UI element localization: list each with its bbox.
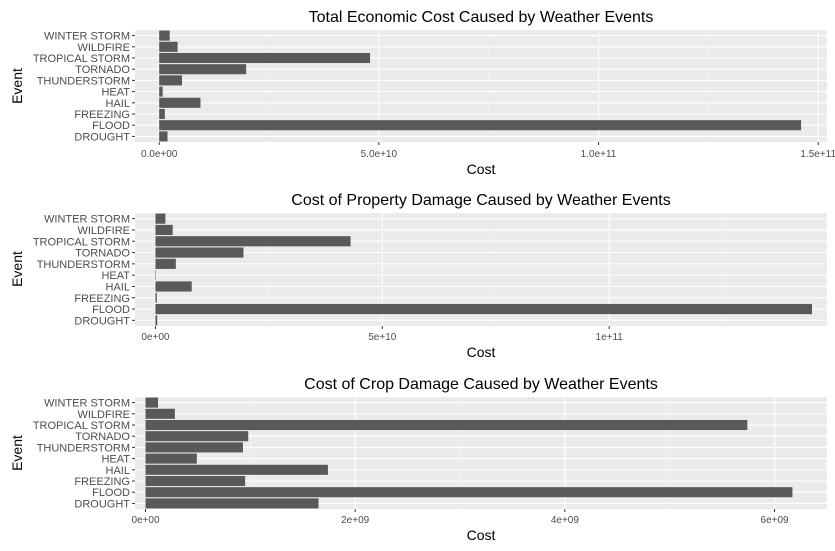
y-tick-label: HAIL bbox=[106, 465, 130, 477]
y-tick-label: WINTER STORM bbox=[44, 31, 130, 43]
bar-hail bbox=[159, 97, 201, 108]
y-tick-label: WINTER STORM bbox=[44, 398, 130, 410]
y-tick-label: THUNDERSTORM bbox=[37, 75, 130, 87]
x-tick-label: 5e+10 bbox=[368, 332, 397, 343]
x-tick-label: 1.5e+11 bbox=[800, 149, 835, 160]
y-tick-label: WILDFIRE bbox=[77, 42, 130, 54]
bar-flood bbox=[159, 120, 802, 131]
bar-freezing bbox=[159, 108, 165, 120]
x-tick-label: 4e+09 bbox=[551, 515, 580, 526]
y-tick-label: HEAT bbox=[101, 87, 130, 99]
y-tick-label: FLOOD bbox=[92, 120, 130, 132]
bar-tornado bbox=[159, 64, 247, 75]
bar-heat bbox=[159, 86, 163, 97]
y-tick-label: TORNADO bbox=[75, 248, 130, 260]
y-tick-label: TROPICAL STORM bbox=[33, 53, 130, 65]
y-tick-label: DROUGHT bbox=[74, 131, 130, 143]
bar-freezing bbox=[145, 475, 246, 487]
y-tick-label: WILDFIRE bbox=[77, 225, 130, 237]
bar-winter-storm bbox=[159, 30, 170, 41]
chart-panel-3: DROUGHTFLOODFREEZINGHAILHEATTHUNDERSTORM… bbox=[9, 376, 827, 543]
y-tick-label: WILDFIRE bbox=[77, 409, 130, 421]
y-tick-label: HEAT bbox=[101, 454, 130, 466]
chart-panel-1: DROUGHTFLOODFREEZINGHAILHEATTHUNDERSTORM… bbox=[9, 9, 835, 177]
bar-tropical-storm bbox=[145, 419, 748, 431]
y-tick-label: DROUGHT bbox=[74, 315, 130, 327]
bar-tropical-storm bbox=[159, 52, 371, 64]
y-tick-label: WINTER STORM bbox=[44, 214, 130, 226]
y-tick-label: FREEZING bbox=[74, 293, 130, 305]
y-tick-label: THUNDERSTORM bbox=[37, 442, 130, 454]
x-axis-label: Cost bbox=[467, 344, 496, 360]
y-tick-label: TORNADO bbox=[75, 64, 130, 76]
y-tick-label: TORNADO bbox=[75, 431, 130, 443]
y-tick-label: FLOOD bbox=[92, 304, 130, 316]
bar-flood bbox=[155, 303, 813, 315]
bar-drought bbox=[159, 131, 168, 142]
bar-thunderstorm bbox=[155, 258, 176, 269]
y-tick-label: HEAT bbox=[101, 270, 130, 282]
x-axis-label: Cost bbox=[467, 161, 496, 177]
bar-tornado bbox=[145, 431, 249, 442]
y-axis-label: Event bbox=[9, 68, 25, 104]
bar-thunderstorm bbox=[159, 75, 183, 86]
bar-winter-storm bbox=[155, 213, 166, 224]
x-tick-label: 1.0e+11 bbox=[581, 149, 617, 160]
bar-heat bbox=[155, 270, 156, 281]
bar-heat bbox=[145, 453, 197, 464]
bar-hail bbox=[145, 464, 328, 475]
chart-title: Cost of Property Damage Caused by Weathe… bbox=[291, 192, 670, 209]
bar-tornado bbox=[155, 247, 244, 258]
x-tick-label: 5.0e+10 bbox=[361, 149, 398, 160]
y-tick-label: HAIL bbox=[106, 98, 130, 110]
bar-flood bbox=[145, 487, 793, 498]
y-axis-label: Event bbox=[9, 435, 25, 471]
bar-thunderstorm bbox=[145, 442, 243, 453]
x-tick-label: 0.0e+00 bbox=[141, 149, 178, 160]
y-axis-label: Event bbox=[9, 251, 25, 287]
x-tick-label: 1e+11 bbox=[596, 332, 624, 343]
chart-title: Total Economic Cost Caused by Weather Ev… bbox=[309, 9, 654, 26]
y-tick-label: TROPICAL STORM bbox=[33, 236, 130, 248]
bar-wildfire bbox=[155, 224, 173, 236]
bar-drought bbox=[155, 315, 158, 326]
y-tick-label: HAIL bbox=[106, 281, 130, 293]
bar-tropical-storm bbox=[155, 236, 351, 247]
x-tick-label: 0e+00 bbox=[141, 332, 170, 343]
bar-drought bbox=[145, 498, 319, 509]
y-tick-label: FREEZING bbox=[74, 109, 130, 121]
y-tick-label: THUNDERSTORM bbox=[37, 259, 130, 271]
bar-wildfire bbox=[145, 408, 175, 419]
x-tick-label: 0e+00 bbox=[131, 515, 160, 526]
bar-freezing bbox=[155, 292, 157, 303]
y-tick-label: TROPICAL STORM bbox=[33, 420, 130, 432]
chart-title: Cost of Crop Damage Caused by Weather Ev… bbox=[304, 376, 658, 393]
x-tick-label: 6e+09 bbox=[761, 515, 790, 526]
x-axis-label: Cost bbox=[467, 527, 496, 543]
y-tick-label: DROUGHT bbox=[74, 498, 130, 510]
y-tick-label: FLOOD bbox=[92, 487, 130, 499]
x-tick-label: 2e+09 bbox=[341, 515, 370, 526]
bar-wildfire bbox=[159, 41, 178, 52]
bar-hail bbox=[155, 281, 192, 292]
bar-winter-storm bbox=[145, 397, 159, 408]
chart-panel-2: DROUGHTFLOODFREEZINGHAILHEATTHUNDERSTORM… bbox=[9, 192, 827, 360]
y-tick-label: FREEZING bbox=[74, 476, 130, 488]
